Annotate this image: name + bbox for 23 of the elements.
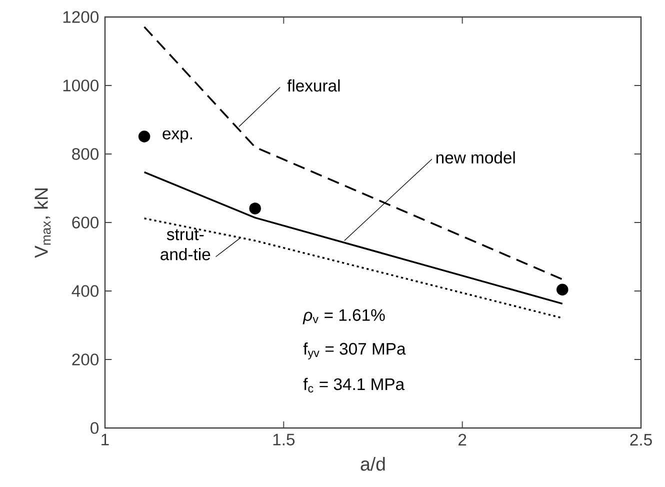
point bbox=[556, 284, 568, 296]
x-tick-label: 1 bbox=[102, 434, 109, 446]
annotation: f$_{c}$ = 34.1 MPa bbox=[303, 378, 405, 392]
x-tick-label: 2.5 bbox=[630, 434, 652, 446]
y-tick-label: 800 bbox=[72, 148, 99, 160]
y-tick-label: 400 bbox=[72, 285, 99, 297]
y-tick-label: 600 bbox=[72, 216, 99, 228]
y-tick-label: 1000 bbox=[63, 80, 99, 92]
x-axis-title: a/d bbox=[360, 456, 385, 471]
annotation: flexural bbox=[287, 79, 340, 92]
y-tick-label: 200 bbox=[72, 354, 99, 366]
annotation: new model bbox=[436, 151, 515, 164]
annotation: f$_{yv}$ = 307 MPa bbox=[303, 342, 406, 360]
x-tick-label: 1.5 bbox=[273, 434, 295, 446]
point bbox=[138, 130, 150, 142]
annotation: strut-and-tie bbox=[160, 229, 210, 260]
annotation: exp. bbox=[162, 130, 192, 143]
annotation: ρ$_{v}$ = 1.61% bbox=[302, 309, 385, 324]
y-axis-title: V$_{max}$, kN bbox=[34, 188, 51, 258]
point bbox=[249, 202, 261, 214]
y-tick-label: 1200 bbox=[63, 11, 99, 23]
x-tick-label: 2 bbox=[458, 434, 466, 446]
y-tick-label: 0 bbox=[90, 422, 99, 434]
